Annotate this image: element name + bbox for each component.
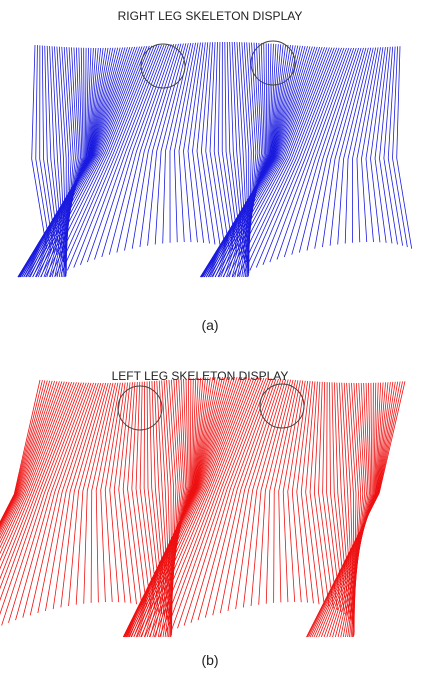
figure-canvas: RIGHT LEG SKELETON DISPLAY (a) LEFT LEG …	[0, 0, 423, 675]
highlight-circle	[141, 44, 185, 88]
skeleton-frame	[84, 383, 113, 604]
skeleton-frame	[393, 46, 408, 247]
skeleton-frame	[204, 47, 315, 277]
skeleton-frame	[201, 42, 215, 244]
skeleton-frame	[292, 48, 356, 255]
skeleton-frame	[357, 47, 378, 242]
skeleton-frame	[306, 381, 319, 604]
skeleton-frame	[205, 379, 276, 618]
panel-caption: (b)	[201, 652, 218, 668]
right-leg-skeleton	[18, 42, 412, 277]
skeleton-frame	[123, 377, 229, 637]
skeleton-frame	[366, 47, 383, 242]
skeleton-frame	[274, 380, 298, 603]
skeleton-frame	[214, 42, 229, 249]
skeleton-frame	[123, 382, 136, 604]
skeleton-frame	[384, 47, 398, 245]
skeleton-frame	[220, 379, 281, 613]
skeleton-frame	[397, 46, 412, 248]
skeleton-frame	[94, 45, 168, 260]
panel-title: RIGHT LEG SKELETON DISPLAY	[118, 9, 303, 23]
panel-caption: (a)	[201, 317, 218, 333]
skeleton-frame	[32, 45, 47, 249]
left-leg-skeleton	[0, 377, 405, 637]
skeleton-frame	[91, 383, 115, 603]
skeleton-frame	[18, 48, 117, 277]
skeleton-frame	[117, 44, 176, 253]
figure: RIGHT LEG SKELETON DISPLAY (a) LEFT LEG …	[0, 0, 423, 675]
skeleton-frame	[319, 382, 334, 608]
